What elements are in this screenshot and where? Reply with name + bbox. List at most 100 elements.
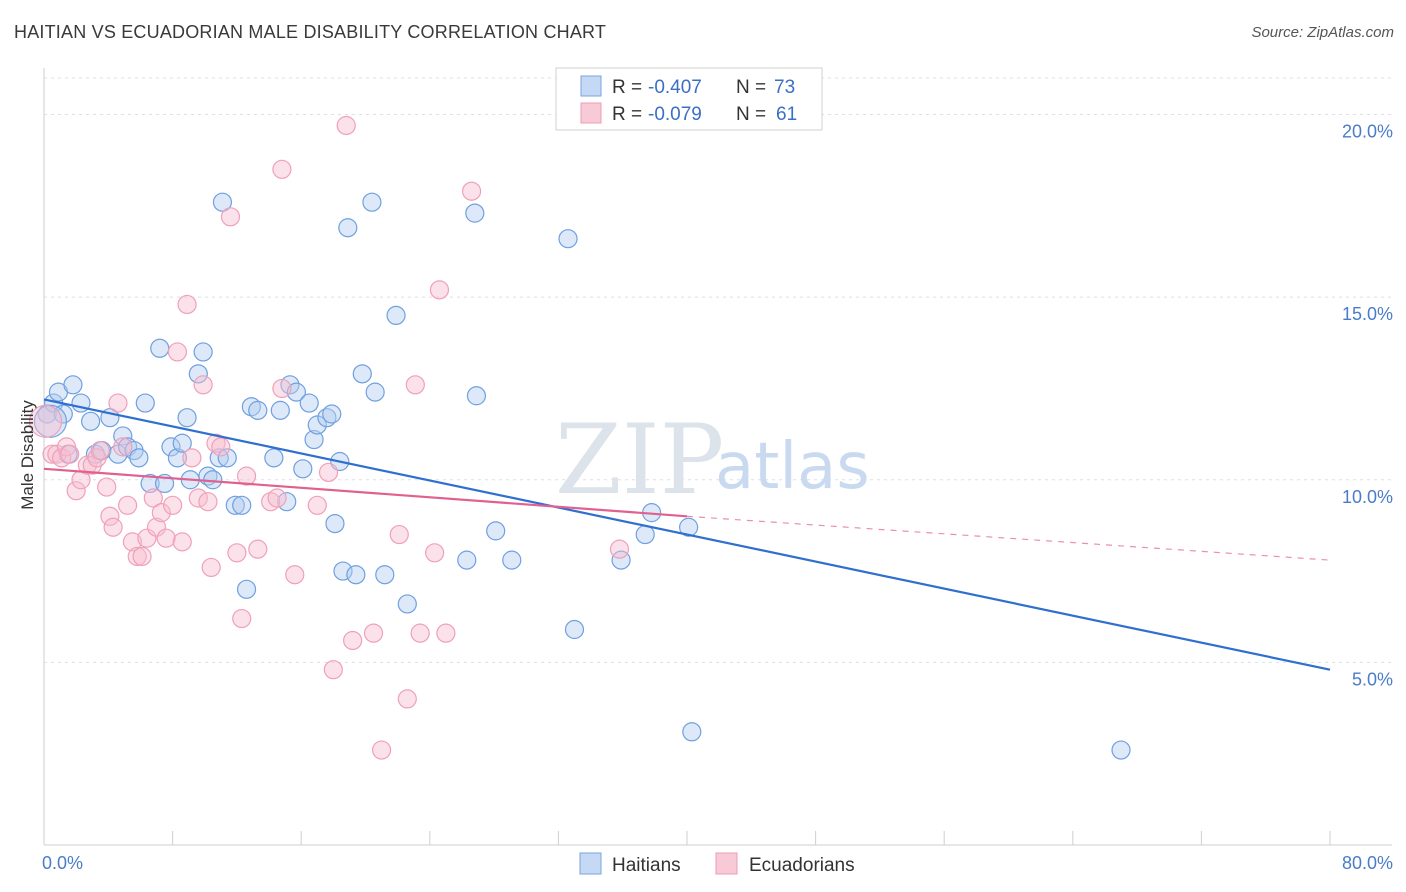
ecuadorian-point-0: [29, 404, 63, 438]
legend-n-value-2: 61: [776, 104, 797, 125]
haitian-point-25: [188, 364, 208, 384]
haitians-points: [33, 192, 1131, 760]
ecuadorian-point-55: [405, 375, 425, 395]
haitian-point-34: [236, 579, 257, 599]
watermark-atlas: atlas: [715, 430, 870, 504]
haitian-point-53: [352, 364, 372, 384]
ecuadorian-point-56: [410, 623, 430, 643]
ecuadorian-point-52: [371, 740, 392, 760]
ecuadorian-point-14: [103, 517, 123, 537]
ecuadorian-point-61: [609, 539, 630, 559]
haitian-point-32: [225, 495, 245, 515]
haitian-point-33: [232, 495, 252, 515]
haitian-point-59: [457, 550, 477, 570]
ecuadorian-point-41: [248, 539, 268, 559]
haitian-point-35: [241, 397, 261, 417]
ecuadorian-point-53: [389, 524, 409, 545]
ecuadorian-point-48: [323, 660, 343, 680]
haitian-point-18: [150, 338, 170, 358]
legend-swatch-haitians: [580, 75, 602, 97]
haitian-point-72: [33, 404, 68, 438]
haitian-point-49: [325, 513, 345, 534]
ecuadorian-point-27: [167, 342, 188, 362]
ecuadorian-point-39: [232, 608, 252, 629]
ecuadorian-point-37: [220, 207, 241, 227]
haitian-point-71: [1111, 740, 1131, 760]
ecuadorian-point-45: [285, 565, 305, 585]
ecuadorians-points: [29, 115, 630, 760]
haitian-point-43: [299, 393, 319, 413]
ecuadorian-point-43: [267, 488, 287, 508]
ecuadorian-point-29: [177, 294, 197, 315]
ecuadorian-point-6: [66, 481, 86, 501]
haitian-point-70: [682, 722, 702, 742]
ecuadorian-point-26: [163, 495, 183, 515]
axes: [43, 68, 1392, 846]
legend-r-label-2: R =: [612, 104, 642, 125]
ecuadorian-point-13: [100, 506, 120, 526]
x-tick-labels: 0.0% 80.0%: [42, 853, 1393, 873]
haitian-point-42: [293, 459, 313, 479]
ecuadorian-point-51: [363, 623, 384, 643]
haitian-point-17: [140, 473, 160, 494]
haitian-point-54: [362, 192, 382, 212]
series-legend: Haitians Ecuadorians: [579, 852, 855, 876]
haitian-point-5: [63, 375, 83, 395]
haitian-point-62: [486, 521, 506, 541]
haitian-point-58: [397, 594, 417, 614]
chart-title: HAITIAN VS ECUADORIAN MALE DISABILITY CO…: [14, 22, 607, 42]
ecuadorian-point-49: [336, 115, 356, 136]
haitian-point-56: [375, 565, 395, 585]
haitian-point-52: [346, 565, 366, 585]
haitian-point-20: [161, 437, 181, 457]
haitian-point-51: [338, 218, 358, 238]
haitian-point-39: [277, 492, 297, 512]
ecuadorian-point-60: [461, 181, 482, 201]
legend-r-label-1: R =: [612, 77, 642, 98]
haitian-point-41: [286, 382, 306, 402]
haitian-point-15: [129, 448, 149, 468]
ecuadorian-point-59: [436, 623, 456, 643]
ecuadorian-point-18: [122, 532, 143, 552]
haitian-point-36: [248, 400, 268, 420]
haitian-point-23: [177, 408, 197, 428]
haitian-point-50: [333, 561, 353, 581]
ecuadorian-point-33: [198, 492, 218, 512]
ecuadorian-point-30: [182, 448, 202, 468]
ecuadorian-point-21: [137, 528, 157, 548]
y-axis-title: Male Disability: [18, 400, 37, 510]
ecuadorian-point-54: [397, 689, 417, 709]
ecuadorian-point-17: [117, 495, 138, 515]
ecuadorians-trend-extension: [686, 515, 1331, 561]
legend-n-value-1: 73: [774, 77, 795, 98]
haitian-point-61: [466, 386, 487, 406]
source-label: Source: ZipAtlas.com: [1251, 24, 1394, 41]
bottom-legend-swatch-haitians: [579, 852, 602, 875]
ecuadorian-point-62: [272, 159, 292, 179]
ecuadorian-point-12: [97, 477, 117, 497]
haitian-point-16: [135, 393, 155, 413]
ecuadorian-point-57: [425, 543, 445, 563]
ecuadorian-point-28: [172, 532, 192, 552]
ecuadorian-point-58: [429, 280, 450, 300]
legend-r-value-1: -0.407: [648, 77, 702, 98]
ecuadorians-trend-line: [43, 467, 688, 518]
ecuadorian-point-22: [143, 488, 163, 508]
haitian-point-22: [172, 433, 192, 453]
legend-swatch-ecuadorians: [580, 102, 602, 124]
haitian-point-31: [217, 448, 237, 468]
ecuadorian-point-40: [236, 466, 257, 486]
ecuadorian-point-46: [307, 495, 327, 515]
ecuadorian-point-11: [90, 440, 110, 461]
haitian-point-60: [465, 203, 485, 223]
haitians-trend-line: [43, 398, 1331, 671]
ecuadorian-point-42: [261, 492, 281, 512]
haitian-point-55: [365, 382, 385, 402]
ecuadorian-point-5: [60, 444, 80, 464]
bottom-legend-ecuadorians: Ecuadorians: [749, 855, 855, 876]
haitian-point-68: [635, 524, 655, 545]
haitian-point-21: [167, 448, 188, 468]
ecuadorian-point-47: [318, 462, 339, 483]
ecuadorian-point-32: [193, 375, 213, 395]
